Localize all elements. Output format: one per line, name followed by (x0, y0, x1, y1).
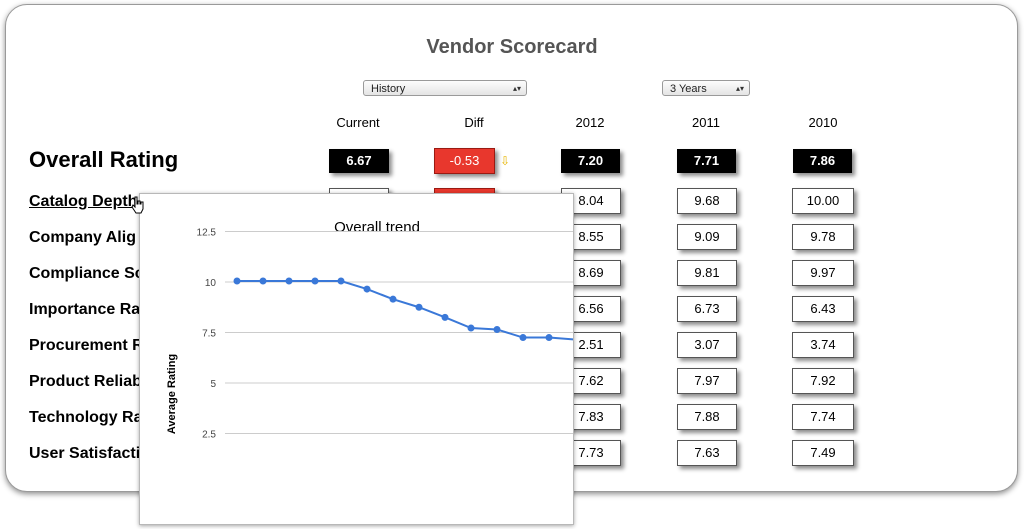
trend-line-chart: Overall trend Average Rating 12.5 10 7.5 5 2… (166, 219, 573, 441)
chart-data-point (311, 277, 319, 285)
chart-data-point (285, 277, 293, 285)
chart-data-point (467, 324, 475, 332)
row-label-procurement[interactable]: Procurement R (29, 337, 144, 354)
history-select-value: History (371, 83, 406, 95)
cell-2011: 7.97 (677, 368, 737, 394)
column-header-2011: 2011 (692, 115, 720, 130)
chart-data-point (233, 277, 241, 285)
cell-2010: 10.00 (792, 188, 854, 214)
column-header-2012: 2012 (575, 115, 605, 130)
row-label-catalog-depth[interactable]: Catalog Depth (29, 193, 138, 210)
overall-2011-cell: 7.71 (677, 149, 736, 173)
chart-y-tick-label: 5 (210, 379, 216, 390)
row-label-user-satisfaction[interactable]: User Satisfacti (29, 445, 141, 462)
chart-data-point (415, 303, 423, 311)
cell-2010: 6.43 (792, 296, 854, 322)
cell-2011: 3.07 (677, 332, 737, 358)
overall-current-cell: 6.67 (329, 149, 389, 173)
chart-y-axis-label: Average Rating (166, 354, 178, 434)
chart-data-point (337, 277, 345, 285)
period-select[interactable]: 3 Years ▴▾ (662, 80, 750, 96)
chart-title: Overall trend (334, 219, 420, 236)
overall-diff-cell: -0.53 (434, 148, 495, 174)
chart-series-line (237, 281, 573, 340)
updown-arrows-icon: ▴▾ (512, 84, 521, 93)
chart-data-point (493, 325, 501, 333)
cell-2011: 9.81 (677, 260, 737, 286)
updown-arrows-icon: ▴▾ (735, 84, 744, 93)
overall-2010-cell: 7.86 (793, 149, 852, 173)
column-header-current: Current (336, 115, 380, 130)
chart-y-tick-label: 2.5 (202, 430, 216, 441)
cell-2010: 7.74 (792, 404, 854, 430)
cell-2012: 8.69 (561, 260, 621, 286)
trend-chart-popup: Overall trend Average Rating 12.5 10 7.5 5 2… (139, 193, 574, 525)
chart-y-tick-label: 10 (205, 278, 217, 289)
overall-2012-cell: 7.20 (561, 149, 620, 173)
cell-2010: 3.74 (792, 332, 854, 358)
page-title: Vendor Scorecard (426, 36, 598, 58)
cell-2011: 9.09 (677, 224, 737, 250)
period-select-value: 3 Years (670, 83, 707, 95)
chart-data-point (259, 277, 267, 285)
chart-data-point (441, 313, 449, 321)
cell-2010: 9.78 (792, 224, 854, 250)
cell-2010: 7.92 (792, 368, 854, 394)
chart-data-point (519, 334, 527, 342)
cell-2012: 8.55 (561, 224, 621, 250)
history-select[interactable]: History ▴▾ (363, 80, 527, 96)
chart-data-point (363, 285, 371, 293)
column-header-diff: Diff (464, 115, 484, 130)
cell-2011: 7.88 (677, 404, 737, 430)
cell-2011: 9.68 (677, 188, 737, 214)
row-label-technology[interactable]: Technology Ra (29, 409, 143, 426)
cell-2010: 9.97 (792, 260, 854, 286)
column-header-2010: 2010 (808, 115, 838, 130)
chart-y-tick-label: 7.5 (202, 329, 216, 340)
cell-2010: 7.49 (792, 440, 854, 466)
overall-rating-label: Overall Rating (29, 147, 179, 172)
down-arrow-icon: ⇩ (500, 154, 511, 168)
chart-data-point (389, 295, 397, 303)
row-label-compliance[interactable]: Compliance Sc (29, 265, 144, 282)
cell-2011: 7.63 (677, 440, 737, 466)
cell-2011: 6.73 (677, 296, 737, 322)
row-label-importance[interactable]: Importance Ra (29, 301, 141, 318)
chart-data-point (545, 334, 553, 342)
hand-pointer-icon (131, 196, 144, 214)
chart-y-tick-label: 12.5 (197, 228, 217, 239)
row-label-company-alignment[interactable]: Company Alig (29, 229, 136, 246)
row-label-product-reliability[interactable]: Product Reliab (29, 373, 142, 390)
